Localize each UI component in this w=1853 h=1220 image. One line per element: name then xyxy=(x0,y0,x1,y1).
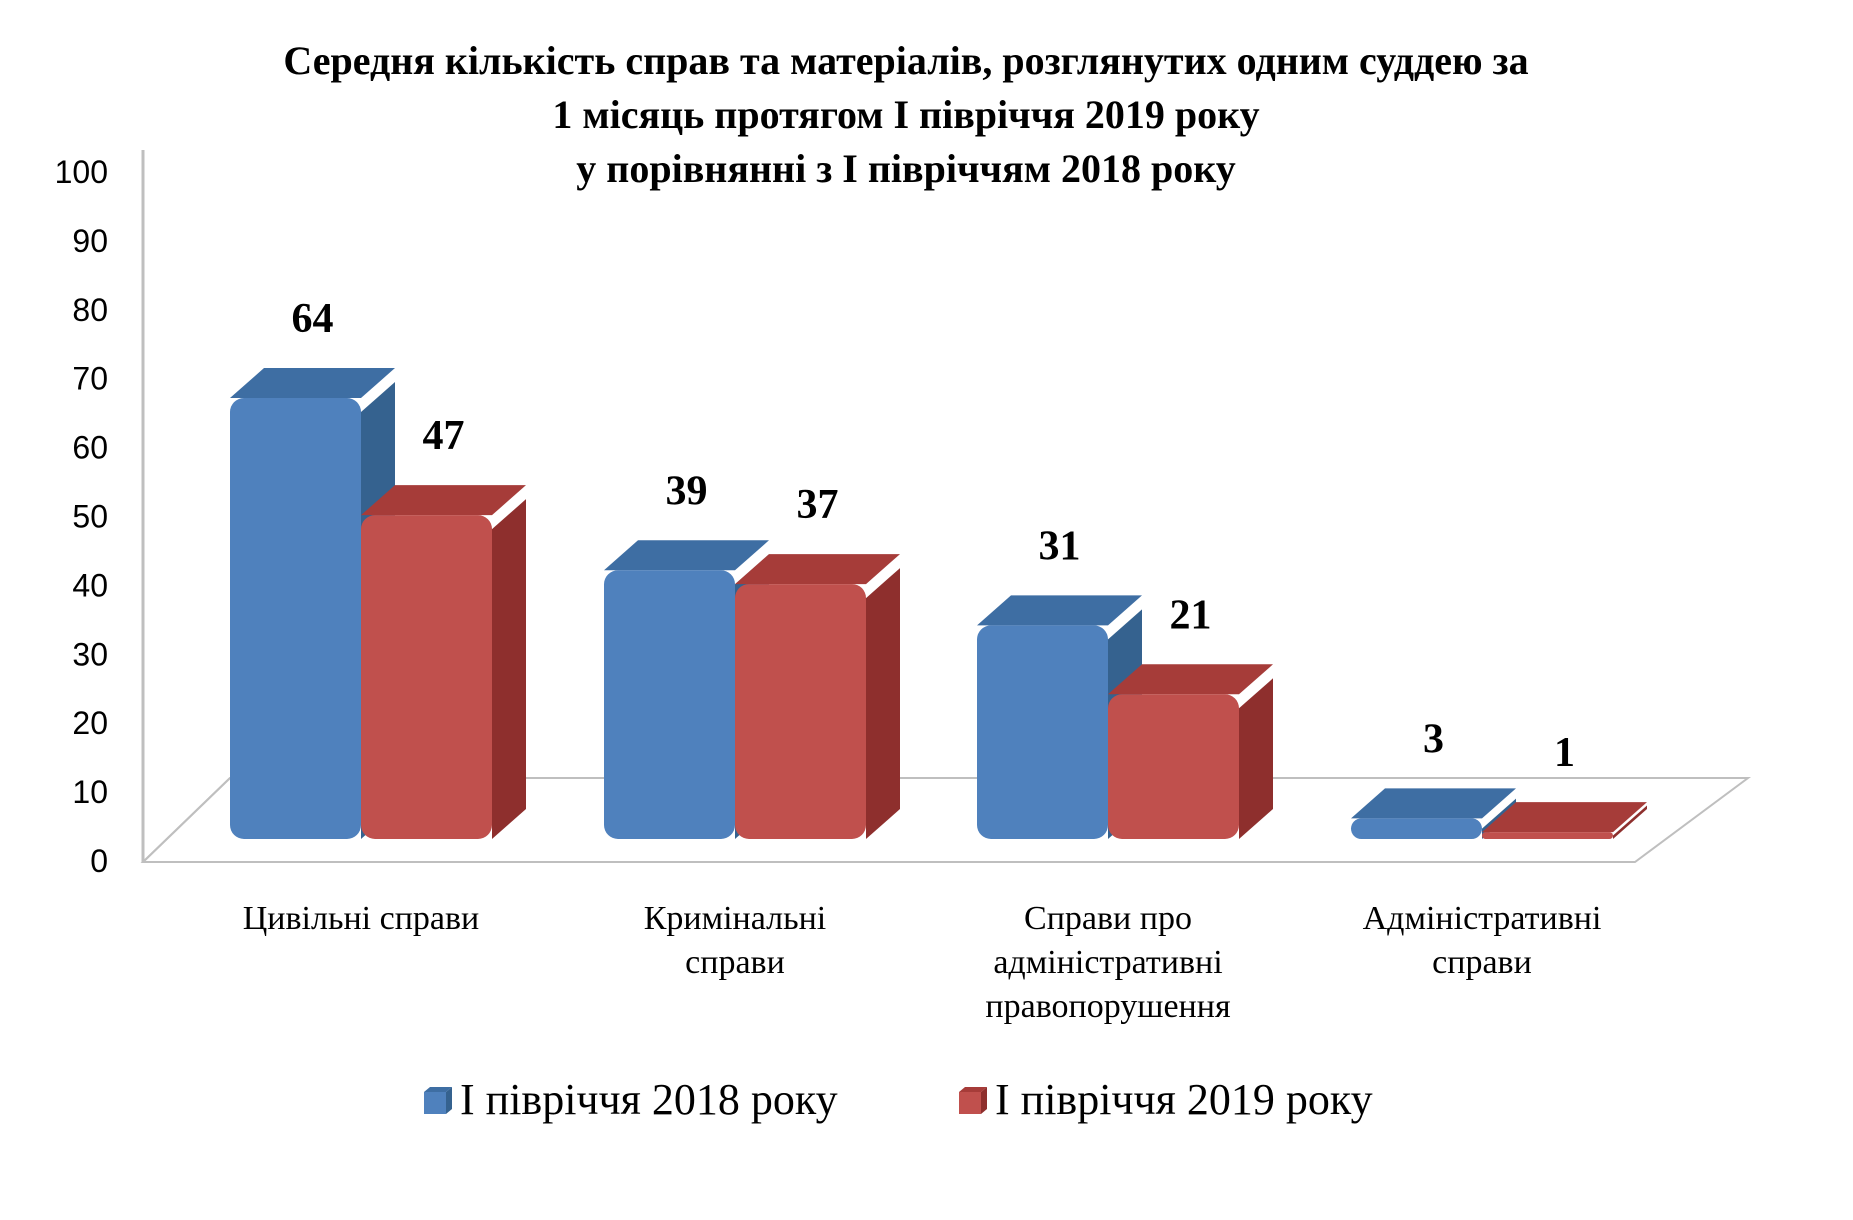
legend-item-2018: І півріччя 2018 року xyxy=(424,1075,838,1124)
category-label: правопорушення xyxy=(985,988,1231,1025)
bar-top xyxy=(604,540,769,571)
legend-swatch xyxy=(424,1092,446,1114)
bar-2019 xyxy=(1108,664,1273,839)
y-tick-label: 0 xyxy=(90,843,108,879)
bar-front xyxy=(1108,694,1239,839)
legend-label: І півріччя 2019 року xyxy=(995,1075,1373,1124)
bar-2019 xyxy=(735,554,900,839)
data-label: 21 xyxy=(1170,592,1212,638)
legend-swatch-side xyxy=(981,1087,987,1114)
data-label: 3 xyxy=(1423,716,1444,762)
bar-2018 xyxy=(1351,788,1516,839)
y-tick-label: 100 xyxy=(55,154,108,190)
bar-front xyxy=(977,625,1108,839)
category-label: справи xyxy=(685,944,785,981)
category-label: Цивільні справи xyxy=(243,900,480,937)
category-label: адміністративні xyxy=(993,944,1222,981)
legend-swatch-top xyxy=(959,1087,987,1092)
bar-side xyxy=(866,568,900,839)
bar-side xyxy=(1613,805,1647,839)
y-tick-label: 40 xyxy=(72,567,108,603)
y-tick-label: 90 xyxy=(72,223,108,259)
legend-item-2019: І півріччя 2019 року xyxy=(959,1075,1373,1124)
bar-side xyxy=(1239,678,1273,839)
bars-layer xyxy=(230,368,1647,839)
axes-layer: 0 10 20 30 40 50 60 70 80 90 100 xyxy=(55,150,1752,879)
chart-title-line-1: Середня кількість справ та матеріалів, р… xyxy=(283,38,1528,83)
data-label: 64 xyxy=(292,296,334,342)
bar-front xyxy=(1351,818,1482,839)
y-tick-label: 20 xyxy=(72,705,108,741)
data-label: 1 xyxy=(1554,730,1575,776)
data-label: 37 xyxy=(797,482,839,528)
bar-top xyxy=(1108,664,1273,695)
bar-top xyxy=(1482,802,1647,833)
category-label: Кримінальні xyxy=(644,900,827,937)
chart-title-line-3: у порівнянні з І півріччям 2018 року xyxy=(576,146,1235,191)
bar-front xyxy=(230,398,361,839)
legend: І півріччя 2018 року І півріччя 2019 року xyxy=(424,1075,1373,1124)
bar-top xyxy=(977,595,1142,626)
legend-swatch-side xyxy=(446,1087,452,1114)
bar-top xyxy=(230,368,395,399)
legend-swatch xyxy=(959,1092,981,1114)
legend-swatch-top xyxy=(424,1087,452,1092)
y-tick-label: 30 xyxy=(72,636,108,672)
bar-front xyxy=(604,570,735,839)
category-label: Справи про xyxy=(1024,900,1192,937)
legend-label: І півріччя 2018 року xyxy=(460,1075,838,1124)
y-tick-label: 60 xyxy=(72,430,108,466)
category-label: Адміністративні xyxy=(1363,900,1602,937)
y-tick-label: 50 xyxy=(72,499,108,535)
bar-top xyxy=(1351,788,1516,819)
bar-top xyxy=(361,485,526,516)
bar-top xyxy=(735,554,900,585)
chart-title-line-2: 1 місяць протягом І півріччя 2019 року xyxy=(552,92,1259,137)
bar-front xyxy=(735,584,866,839)
bar-side xyxy=(492,499,526,839)
bar-front xyxy=(1482,832,1613,839)
y-tick-label: 70 xyxy=(72,361,108,397)
labels-layer: 64 47 Цивільні справи 39 37 Кримінальні справи… xyxy=(243,296,1602,1025)
floor-edge-left xyxy=(142,777,231,863)
bar-2019 xyxy=(361,485,526,839)
y-tick-label: 10 xyxy=(72,774,108,810)
bar-front xyxy=(361,515,492,839)
y-tick-label: 80 xyxy=(72,292,108,328)
data-label: 31 xyxy=(1039,523,1081,569)
bar-2019 xyxy=(1482,802,1647,839)
data-label: 39 xyxy=(666,468,708,514)
data-label: 47 xyxy=(423,413,465,459)
category-label: справи xyxy=(1432,944,1532,981)
